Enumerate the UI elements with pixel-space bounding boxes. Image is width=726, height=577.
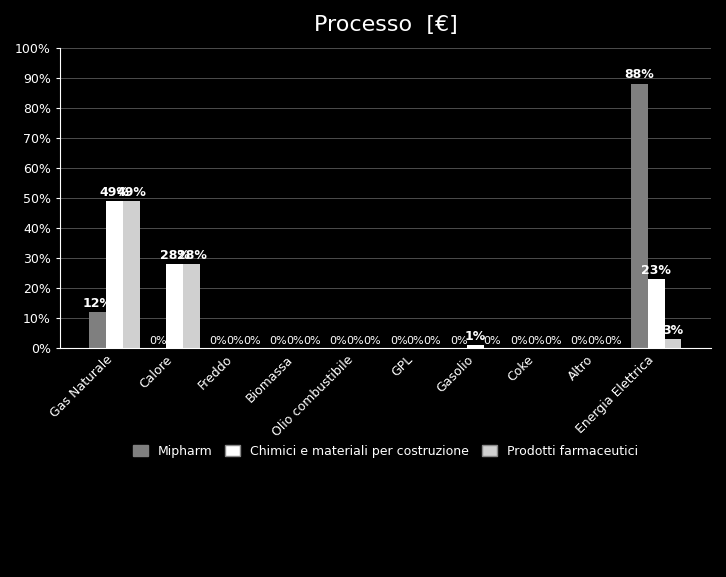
- Text: 0%: 0%: [527, 336, 544, 346]
- Title: Processo  [€]: Processo [€]: [314, 15, 457, 35]
- Text: 0%: 0%: [390, 336, 407, 346]
- Bar: [166, 264, 184, 348]
- Text: 49%: 49%: [117, 186, 147, 198]
- Bar: [664, 339, 682, 348]
- Text: 0%: 0%: [269, 336, 287, 346]
- Text: 0%: 0%: [510, 336, 528, 346]
- Text: 0%: 0%: [544, 336, 561, 346]
- Text: 1%: 1%: [465, 329, 486, 343]
- Text: 0%: 0%: [209, 336, 227, 346]
- Text: 0%: 0%: [450, 336, 468, 346]
- Text: 0%: 0%: [604, 336, 621, 346]
- Bar: [123, 201, 140, 348]
- Text: 3%: 3%: [662, 324, 684, 337]
- Bar: [631, 84, 648, 348]
- Bar: [468, 345, 484, 348]
- Text: 0%: 0%: [364, 336, 381, 346]
- Text: 28%: 28%: [160, 249, 190, 261]
- Text: 23%: 23%: [641, 264, 671, 276]
- Bar: [648, 279, 664, 348]
- Text: 0%: 0%: [407, 336, 424, 346]
- Text: 0%: 0%: [287, 336, 304, 346]
- Text: 0%: 0%: [227, 336, 244, 346]
- Text: 12%: 12%: [83, 297, 113, 310]
- Text: 0%: 0%: [587, 336, 605, 346]
- Text: 0%: 0%: [303, 336, 321, 346]
- Text: 28%: 28%: [177, 249, 207, 261]
- Text: 0%: 0%: [243, 336, 261, 346]
- Bar: [184, 264, 200, 348]
- Bar: [106, 201, 123, 348]
- Text: 0%: 0%: [423, 336, 441, 346]
- Text: 49%: 49%: [99, 186, 130, 198]
- Text: 0%: 0%: [484, 336, 502, 346]
- Bar: [89, 312, 106, 348]
- Text: 0%: 0%: [150, 336, 167, 346]
- Legend: Mipharm, Chimici e materiali per costruzione, Prodotti farmaceutici: Mipharm, Chimici e materiali per costruz…: [127, 439, 644, 464]
- Text: 88%: 88%: [624, 68, 654, 81]
- Text: 0%: 0%: [346, 336, 364, 346]
- Text: 0%: 0%: [330, 336, 347, 346]
- Text: 0%: 0%: [571, 336, 588, 346]
